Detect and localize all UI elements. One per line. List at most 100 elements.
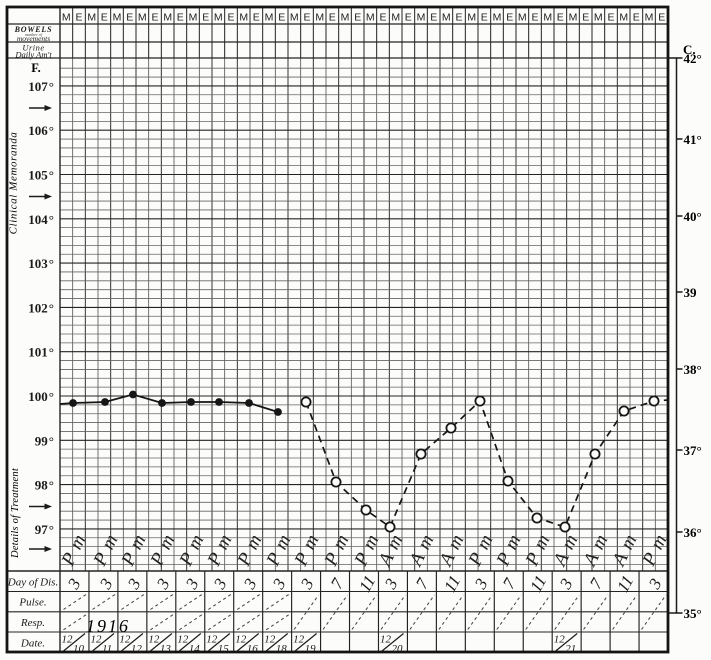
svg-text:E: E (253, 12, 260, 24)
svg-text:M: M (163, 12, 172, 24)
svg-text:E: E (481, 12, 488, 24)
svg-text:M: M (341, 12, 350, 24)
svg-text:E: E (607, 12, 614, 24)
svg-text:E: E (455, 12, 462, 24)
svg-text:M: M (290, 12, 299, 24)
svg-text:number of: number of (25, 32, 43, 37)
svg-text:Clinical Memoranda: Clinical Memoranda (8, 132, 20, 235)
svg-text:40°: 40° (684, 209, 702, 224)
svg-text:E: E (582, 12, 589, 24)
svg-text:E: E (202, 12, 209, 24)
svg-text:12: 12 (206, 634, 218, 646)
svg-text:M: M (214, 12, 223, 24)
svg-text:42°: 42° (684, 51, 702, 66)
svg-text:15: 15 (218, 643, 230, 655)
svg-text:M: M (189, 12, 198, 24)
svg-text:E: E (303, 12, 310, 24)
svg-text:105 °: 105 ° (28, 168, 54, 183)
svg-text:19: 19 (305, 643, 317, 655)
svg-text:E: E (633, 12, 640, 24)
svg-text:movements: movements (17, 34, 50, 43)
svg-text:107 °: 107 ° (28, 79, 54, 94)
svg-text:E: E (379, 12, 386, 24)
svg-text:E: E (329, 12, 336, 24)
svg-text:Day of Dis.: Day of Dis. (7, 577, 58, 589)
svg-text:12: 12 (62, 634, 74, 646)
svg-text:E: E (126, 12, 133, 24)
svg-text:M: M (366, 12, 375, 24)
svg-text:12: 12 (91, 634, 103, 646)
svg-text:12: 12 (235, 634, 247, 646)
svg-text:Pulse.: Pulse. (18, 597, 46, 609)
svg-text:12: 12 (119, 634, 130, 646)
svg-text:104 °: 104 ° (28, 212, 54, 227)
svg-text:E: E (430, 12, 437, 24)
svg-text:35°: 35° (684, 606, 702, 621)
svg-text:E: E (506, 12, 513, 24)
svg-text:Resp.: Resp. (20, 617, 45, 629)
svg-text:13: 13 (160, 643, 172, 655)
svg-text:M: M (518, 12, 527, 24)
svg-text:M: M (543, 12, 552, 24)
svg-text:M: M (239, 12, 248, 24)
svg-text:41°: 41° (684, 132, 702, 147)
svg-text:16: 16 (247, 643, 259, 655)
svg-text:BOWELS: BOWELS (14, 25, 53, 34)
svg-text:98 °: 98 ° (35, 478, 54, 493)
svg-text:E: E (557, 12, 564, 24)
svg-text:E: E (151, 12, 158, 24)
svg-text:C.: C. (683, 42, 696, 57)
svg-text:20: 20 (392, 643, 404, 655)
svg-text:M: M (315, 12, 324, 24)
svg-text:14: 14 (189, 643, 201, 655)
svg-text:102 °: 102 ° (28, 300, 54, 315)
svg-text:97 °: 97 ° (35, 522, 54, 537)
svg-text:12: 12 (131, 643, 143, 655)
svg-text:Date.: Date. (20, 638, 45, 650)
svg-text:E: E (278, 12, 285, 24)
svg-text:12: 12 (177, 634, 189, 646)
svg-text:100 °: 100 ° (28, 389, 54, 404)
svg-text:M: M (442, 12, 451, 24)
svg-text:M: M (645, 12, 654, 24)
svg-text:36°: 36° (684, 525, 702, 540)
svg-text:10: 10 (73, 643, 85, 655)
svg-text:M: M (113, 12, 122, 24)
svg-text:E: E (531, 12, 538, 24)
svg-text:12: 12 (264, 634, 276, 646)
svg-text:12: 12 (380, 634, 392, 646)
svg-text:12: 12 (293, 634, 305, 646)
svg-text:M: M (62, 12, 71, 24)
svg-text:12: 12 (554, 634, 566, 646)
svg-text:11: 11 (102, 643, 112, 655)
svg-text:M: M (594, 12, 603, 24)
svg-text:E: E (227, 12, 234, 24)
svg-text:18: 18 (276, 643, 288, 655)
svg-text:99 °: 99 ° (35, 433, 54, 448)
svg-text:M: M (391, 12, 400, 24)
svg-text:Details of Treatment: Details of Treatment (10, 467, 21, 559)
svg-text:E: E (658, 12, 665, 24)
svg-text:M: M (265, 12, 274, 24)
svg-text:12: 12 (148, 634, 160, 646)
svg-text:M: M (619, 12, 628, 24)
svg-text:21: 21 (565, 643, 576, 655)
svg-text:M: M (467, 12, 476, 24)
svg-text:M: M (138, 12, 147, 24)
svg-text:37°: 37° (684, 443, 702, 458)
svg-text:M: M (493, 12, 502, 24)
svg-text:38°: 38° (684, 362, 702, 377)
svg-text:Daily Am't: Daily Am't (14, 50, 52, 60)
svg-text:M: M (417, 12, 426, 24)
svg-text:103 °: 103 ° (28, 256, 54, 271)
svg-text:E: E (354, 12, 361, 24)
svg-text:E: E (177, 12, 184, 24)
svg-text:M: M (87, 12, 96, 24)
svg-text:M: M (569, 12, 578, 24)
svg-text:E: E (101, 12, 108, 24)
svg-text:106 °: 106 ° (28, 123, 54, 138)
svg-text:E: E (75, 12, 82, 24)
svg-text:101 °: 101 ° (28, 345, 54, 360)
svg-text:E: E (405, 12, 412, 24)
svg-text:F.: F. (31, 61, 41, 75)
